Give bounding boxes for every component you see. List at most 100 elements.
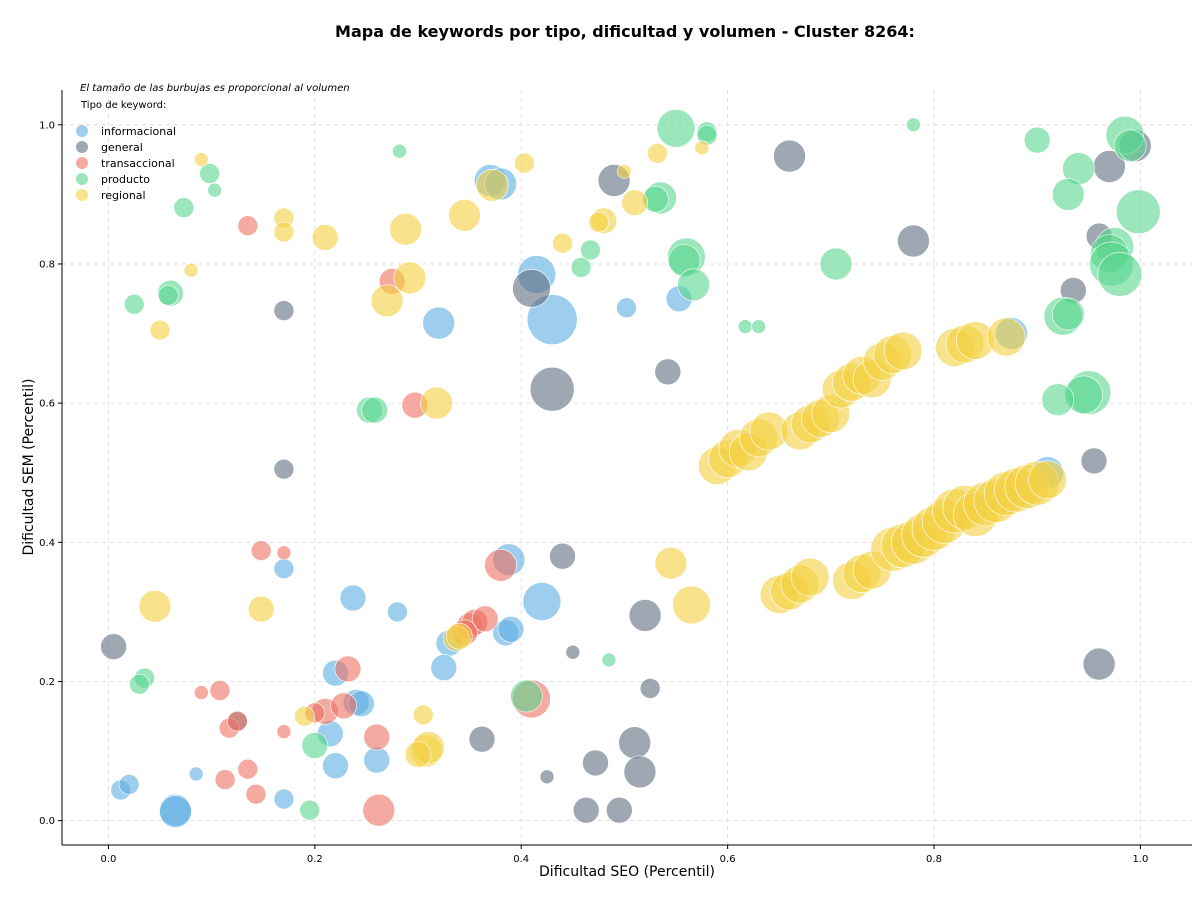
bubble-producto — [580, 239, 601, 261]
bubble-transaccional — [276, 545, 292, 561]
bubble-producto — [601, 652, 617, 668]
legend-label: transaccional — [101, 157, 175, 170]
bubble-transaccional — [194, 685, 209, 700]
legend-item-general: general — [76, 141, 143, 154]
bubble-transaccional — [330, 692, 358, 720]
legend-item-transaccional: transaccional — [76, 157, 175, 170]
bubble-producto — [1113, 129, 1147, 162]
legend-items: informacional general transaccional product… — [76, 125, 176, 202]
bubble-general — [572, 796, 600, 824]
legend-item-regional: regional — [76, 189, 146, 202]
legend-marker — [76, 157, 88, 169]
y-axis-label: Dificultad SEM (Percentil) — [21, 379, 37, 556]
bubble-regional — [513, 152, 535, 174]
x-axis-ticks: 0.0 0.2 0.4 0.6 0.8 1.0 — [100, 845, 1148, 865]
bubble-producto — [1116, 189, 1161, 235]
bubble-producto — [173, 197, 195, 218]
y-axis-ticks: 0.0 0.2 0.4 0.6 0.8 1.0 — [39, 120, 62, 827]
bubble-producto — [751, 319, 766, 334]
bubble-regional — [1028, 460, 1067, 500]
bubble-producto — [1051, 297, 1085, 331]
size-note: El tamaño de las burbujas es proporciona… — [80, 83, 350, 94]
bubble-regional — [986, 317, 1026, 357]
bubble-regional — [389, 212, 422, 246]
bubble-general — [618, 726, 652, 760]
bubble-general — [529, 366, 575, 412]
x-axis-label: Dificultad SEO (Percentil) — [539, 864, 715, 880]
bubble-producto — [510, 679, 543, 713]
legend-marker — [76, 189, 88, 201]
bubble-informacional — [422, 306, 456, 340]
bubble-regional — [194, 152, 209, 167]
bubble-transaccional — [276, 724, 292, 739]
bubble-informacional — [188, 766, 204, 782]
bubble-regional — [149, 319, 171, 341]
chart-title: Mapa de keywords por tipo, dificultad y … — [335, 22, 915, 41]
bubble-general — [582, 749, 609, 777]
y-tick-label: 0.0 — [39, 816, 55, 827]
bubble-general — [539, 769, 555, 785]
bubble-producto — [1097, 252, 1143, 297]
legend-item-producto: producto — [76, 173, 150, 186]
bubble-regional — [183, 262, 199, 278]
bubble-regional — [588, 211, 609, 233]
legend-title: Tipo de keyword: — [80, 100, 166, 111]
bubble-transaccional — [471, 605, 499, 633]
bubble-informacional — [522, 582, 562, 621]
bubble-regional — [404, 741, 432, 768]
series-general — [100, 129, 1152, 824]
bubble-general — [100, 633, 127, 661]
bubble-producto — [123, 293, 145, 315]
bubble-regional — [790, 557, 830, 597]
bubble-producto — [656, 109, 696, 148]
y-tick-label: 0.2 — [39, 677, 55, 688]
bubble-regional — [311, 224, 339, 251]
bubble-regional — [654, 546, 688, 580]
bubble-informacional — [339, 584, 367, 612]
bubble-informacional — [159, 795, 192, 828]
bubble-producto — [199, 163, 220, 184]
bubble-general — [1082, 647, 1116, 681]
bubble-regional — [393, 261, 427, 295]
legend-label: informacional — [101, 125, 176, 138]
bubble-transaccional — [245, 783, 267, 805]
bubble-producto — [361, 396, 389, 424]
bubble-informacional — [497, 615, 525, 643]
bubble-general — [897, 224, 930, 258]
bubble-regional — [552, 232, 573, 254]
bubble-regional — [294, 705, 315, 727]
y-tick-label: 0.4 — [39, 538, 55, 549]
bubble-regional — [445, 622, 473, 650]
bubble-general — [565, 644, 581, 660]
series-producto — [123, 109, 1161, 821]
bubble-transaccional — [227, 710, 248, 732]
x-tick-label: 0.8 — [926, 854, 942, 865]
bubble-general — [273, 458, 295, 480]
x-tick-label: 0.0 — [100, 854, 116, 865]
bubble-informacional — [322, 752, 349, 780]
legend-label: regional — [101, 189, 146, 202]
bubble-regional — [672, 585, 711, 625]
bubble-general — [549, 542, 576, 570]
bubble-transaccional — [237, 758, 259, 780]
bubble-regional — [621, 189, 649, 216]
x-tick-label: 0.6 — [720, 854, 736, 865]
bubble-transaccional — [209, 680, 231, 701]
legend-marker — [76, 125, 88, 137]
bubble-producto — [570, 257, 592, 278]
y-tick-label: 0.6 — [39, 399, 55, 410]
bubble-producto — [392, 143, 407, 159]
bubble-transaccional — [237, 215, 259, 236]
bubble-general — [639, 678, 661, 699]
bubble-regional — [247, 595, 275, 623]
bubble-regional — [138, 589, 172, 623]
bubble-producto — [737, 319, 753, 334]
bubble-transaccional — [363, 723, 391, 751]
bubble-regional — [412, 704, 434, 726]
bubble-regional — [448, 199, 481, 232]
bubble-producto — [1051, 178, 1085, 211]
x-tick-label: 0.2 — [307, 854, 323, 865]
bubble-informacional — [118, 774, 140, 795]
bubble-informacional — [430, 654, 458, 681]
